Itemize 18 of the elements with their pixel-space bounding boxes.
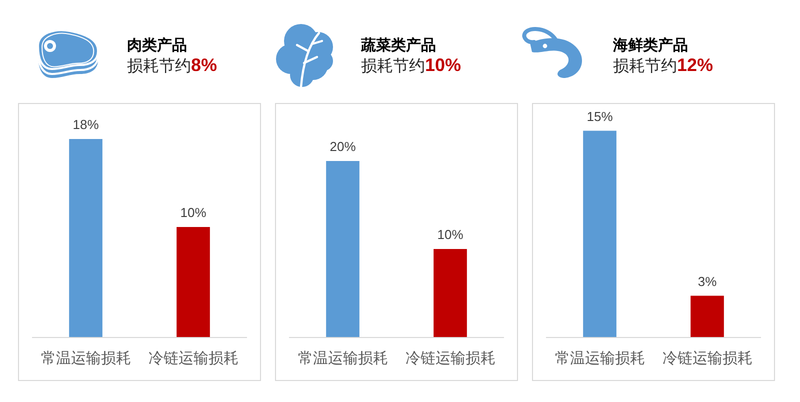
data-label: 18% xyxy=(72,117,100,132)
x-tick-label: 冷链运输损耗 xyxy=(662,350,752,367)
data-label: 3% xyxy=(698,274,718,289)
x-tick-label: 冷链运输损耗 xyxy=(405,350,496,367)
chart-subtitle: 损耗节约10% xyxy=(361,55,462,75)
data-label: 10% xyxy=(437,227,464,242)
x-tick-label: 冷链运输损耗 xyxy=(148,350,238,367)
data-label: 20% xyxy=(330,139,356,154)
data-label: 10% xyxy=(180,205,207,220)
chart-title: 海鲜类产品 xyxy=(612,37,688,54)
chart-subtitle: 损耗节约8% xyxy=(127,55,218,75)
chart-title: 肉类产品 xyxy=(127,37,187,54)
chart-title: 蔬菜类产品 xyxy=(360,37,436,54)
x-tick-label: 常温运输损耗 xyxy=(554,350,645,367)
data-label: 15% xyxy=(586,108,614,124)
chart-subtitle: 损耗节约12% xyxy=(613,55,714,75)
x-tick-label: 常温运输损耗 xyxy=(40,350,131,367)
x-tick-label: 常温运输损耗 xyxy=(298,350,388,367)
